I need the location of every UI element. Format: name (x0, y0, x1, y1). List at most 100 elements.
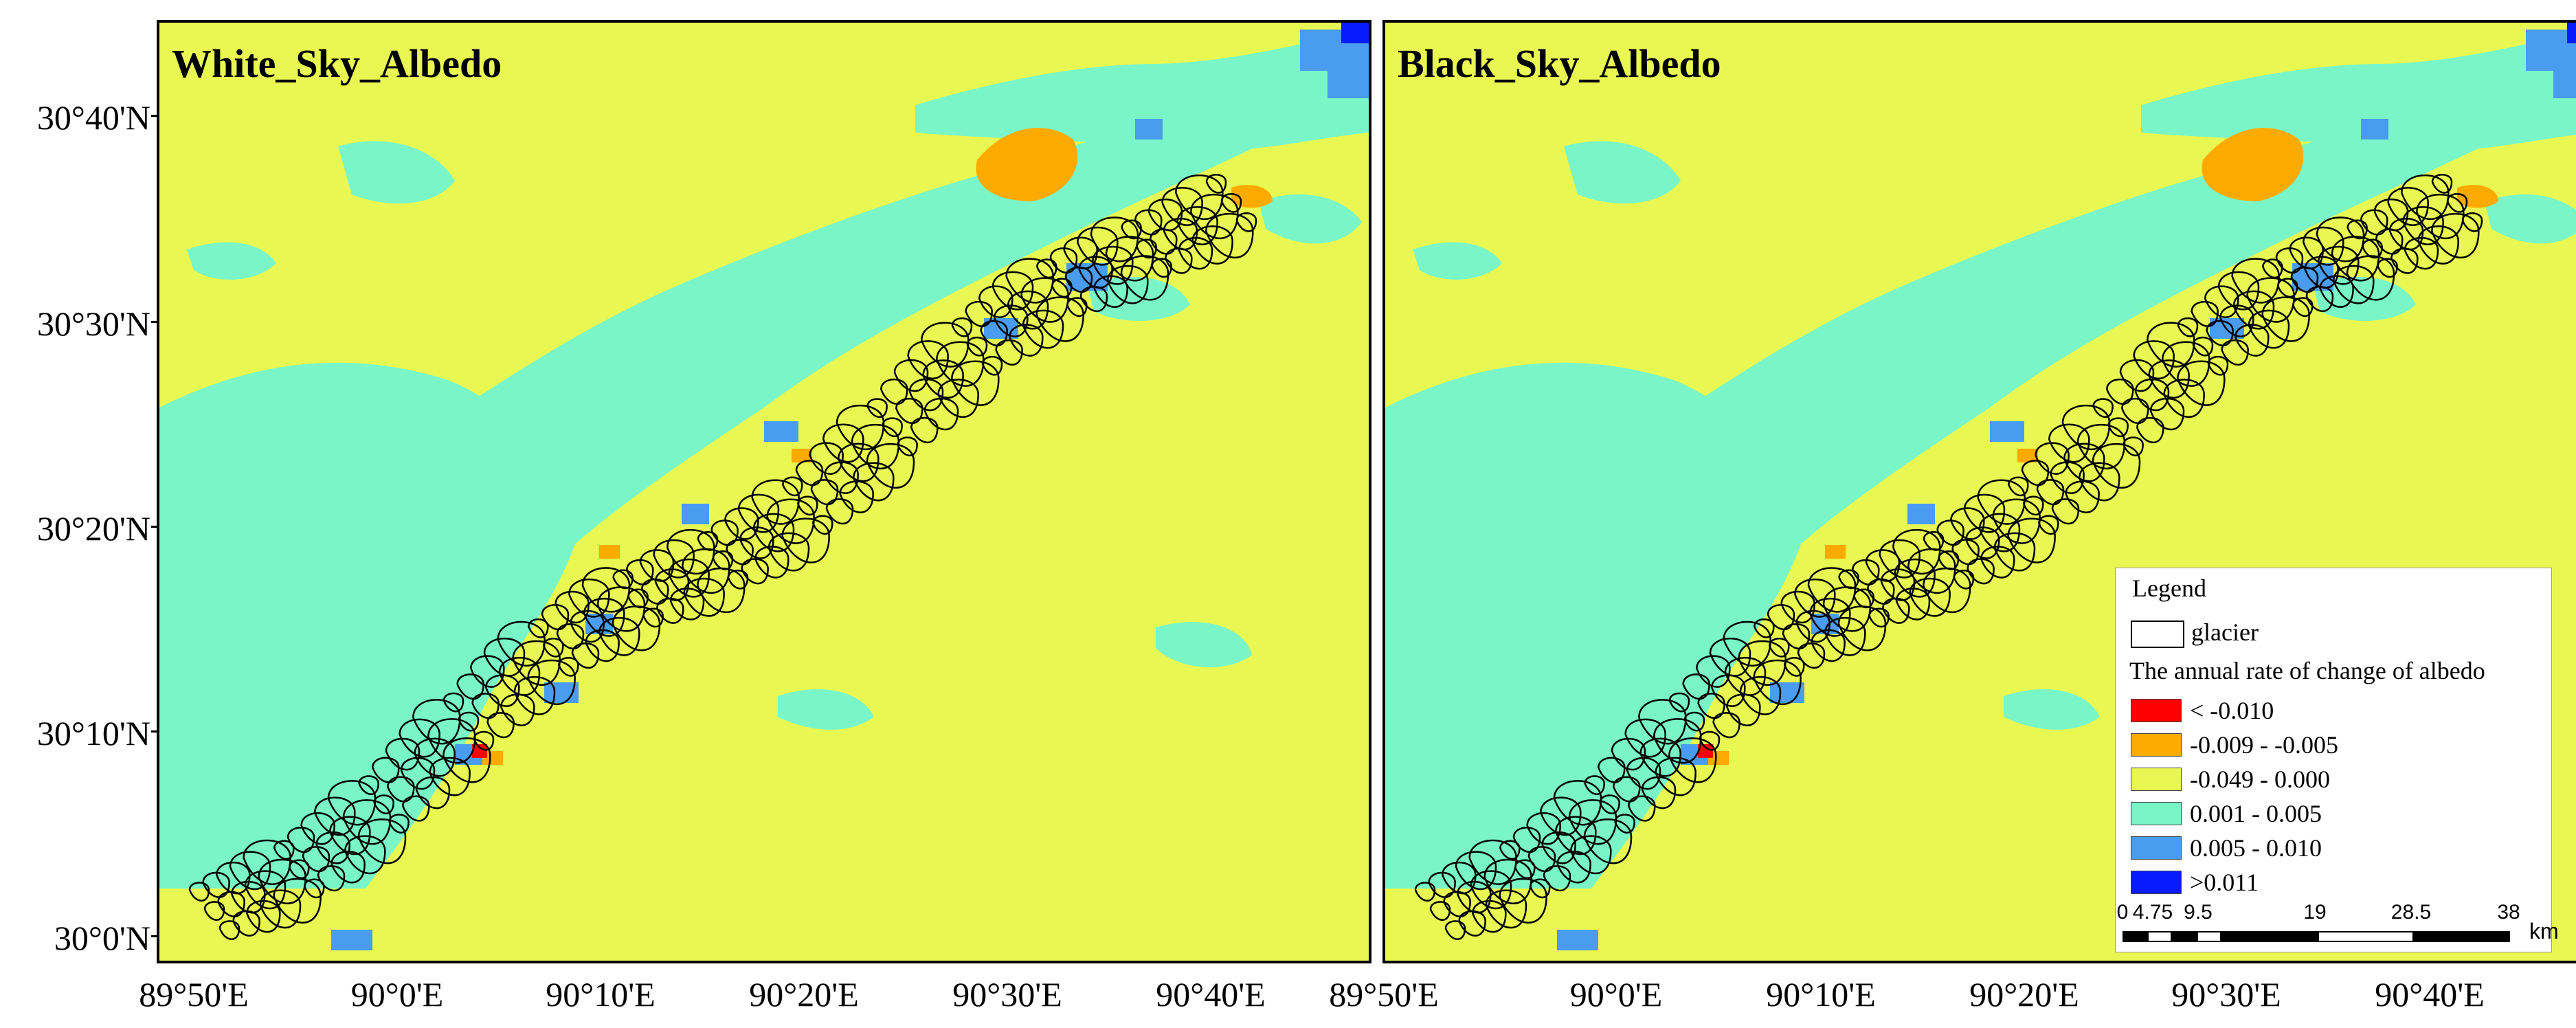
glacier-outline (314, 796, 356, 836)
glacier-outline (937, 379, 979, 418)
glacier-outline (528, 618, 549, 638)
glacier-outline (1739, 676, 1782, 715)
blue-change-patch (1990, 421, 2024, 442)
cyan-change-zone (1259, 194, 1362, 244)
glacier-outline (2401, 174, 2450, 221)
lon-label-right-89-50: 89°50'E (1329, 975, 1439, 1014)
glacier-outline (951, 317, 973, 337)
glacier-outline (2107, 417, 2129, 437)
red-change-patch (1698, 744, 1713, 758)
glacier-outline (797, 495, 818, 516)
glacier-outline (2221, 339, 2249, 366)
blue-change-patch (1557, 930, 1598, 950)
glacier-outline (1455, 851, 1497, 891)
blue-change-patch (764, 421, 798, 442)
glacier-outline (1176, 206, 1218, 245)
glacier-outline (244, 870, 287, 910)
glacier-outline (541, 604, 570, 631)
lon-label-right-90-30: 90°30'E (2171, 975, 2281, 1014)
glacier-outline (1191, 225, 1233, 265)
legend-swatch-strong-negative (2131, 699, 2182, 722)
scale-bar-segment (2172, 931, 2197, 942)
glacier-outline (513, 676, 556, 715)
glacier-outline (2346, 255, 2395, 301)
glacier-outline (1570, 835, 1612, 875)
glacier-outline (824, 461, 859, 494)
glacier-outline (287, 827, 315, 853)
glacier-outline (1499, 840, 1521, 860)
glacier-outline (2375, 228, 2404, 255)
glacier-outline (2023, 495, 2044, 516)
albedo-raster-right (1385, 23, 2576, 950)
glacier-outline (1699, 730, 1721, 751)
glacier-outline (1794, 579, 1836, 618)
glacier-outline (414, 737, 456, 777)
glacier-outline (1092, 245, 1134, 285)
cyan-change-zone (421, 91, 1314, 593)
glacier-outline (653, 539, 695, 579)
cyan-change-zone (1646, 91, 2540, 593)
glacier-outline (315, 831, 350, 864)
glacier-outline (1909, 577, 1951, 617)
glacier-outline (1824, 617, 1866, 656)
glacier-outline (724, 507, 759, 540)
cyan-change-zone (2485, 194, 2576, 244)
orange-change-zone (792, 449, 812, 462)
lat-tick (151, 526, 158, 528)
glacier-outline (2289, 236, 2324, 269)
glacier-outline (612, 569, 634, 590)
glacier-outline (1724, 657, 1767, 696)
glacier-outline (1614, 814, 1635, 834)
glacier-outline (1668, 737, 1717, 783)
glacier-outline (2431, 212, 2480, 259)
orange-change-zone (1708, 751, 1729, 765)
glacier-outline (2048, 423, 2090, 463)
glacier-outline (1443, 891, 1471, 917)
glacier-outline (1683, 711, 1705, 732)
glacier-outline (639, 549, 675, 582)
legend-subtitle: The annual rate of change of albedo (2129, 657, 2485, 684)
glacier-outline (1965, 526, 2000, 559)
glacier-outline (2192, 336, 2214, 357)
lat-tick (151, 321, 158, 323)
glacier-outline (1457, 880, 1492, 914)
glacier-outline (710, 519, 739, 546)
glacier-outline (400, 757, 436, 790)
glacier-outline (1458, 910, 1486, 937)
glacier-outline (782, 476, 803, 497)
legend-swatch-near-zero (2131, 768, 2182, 791)
glacier-outline (1556, 851, 1591, 884)
lat-label-30-20: 30°20'N (36, 509, 150, 548)
glacier-outline (1980, 546, 2015, 579)
glacier-outline (483, 638, 526, 677)
glacier-outline (1882, 597, 1910, 624)
glacier-outline (1079, 286, 1108, 313)
glacier-outline (1220, 192, 1242, 213)
glacier-outline (443, 692, 464, 713)
glacier-outline (2387, 187, 2429, 226)
glacier-outline (853, 462, 895, 502)
glacier-outline (2303, 226, 2344, 266)
lat-label-30-30: 30°30'N (36, 304, 150, 343)
cyan-change-zone (2313, 277, 2416, 321)
cyan-change-zone (1564, 141, 1681, 204)
glacier-outline (2035, 442, 2070, 475)
red-change-patch (472, 744, 487, 758)
glacier-outline (2217, 271, 2260, 311)
glacier-outline (1626, 757, 1661, 790)
glacier-outline (2207, 355, 2229, 376)
glacier-outline (2390, 247, 2419, 274)
glacier-outline (882, 417, 903, 437)
scale-bar-segment (2147, 931, 2172, 942)
glacier-outline (923, 397, 959, 431)
lon-label-right-90-20: 90°20'E (1969, 975, 2079, 1014)
glacier-outline (981, 355, 1003, 376)
blue-change-patch (331, 930, 372, 950)
glacier-outline (399, 718, 440, 758)
glacier-outline (2461, 212, 2483, 232)
glacier-outline (1797, 642, 1826, 669)
glacier-outline (188, 882, 210, 902)
glacier-outlines (188, 173, 1257, 940)
glacier-outline (2431, 173, 2453, 194)
